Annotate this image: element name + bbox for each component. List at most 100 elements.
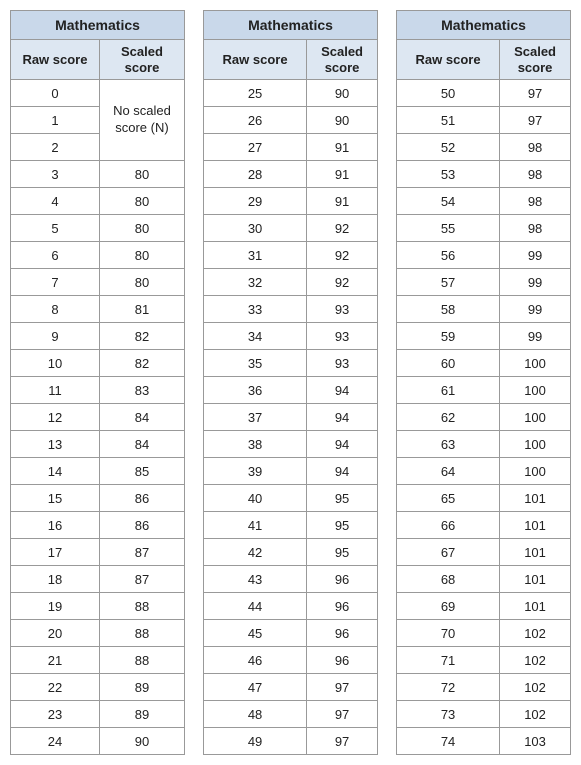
- table-row: 881: [11, 296, 185, 323]
- scaled-score-cell: 101: [500, 593, 571, 620]
- raw-score-cell: 66: [397, 512, 500, 539]
- table-row: 2690: [204, 107, 378, 134]
- scaled-score-cell: 94: [307, 431, 378, 458]
- scaled-score-cell: 94: [307, 404, 378, 431]
- table-row: 580: [11, 215, 185, 242]
- table-row: 2490: [11, 728, 185, 755]
- table-row: 3393: [204, 296, 378, 323]
- scaled-score-cell: 81: [99, 296, 184, 323]
- raw-score-cell: 62: [397, 404, 500, 431]
- raw-score-cell: 49: [204, 728, 307, 755]
- table-row: 5498: [397, 188, 571, 215]
- table-row: 1686: [11, 512, 185, 539]
- raw-score-cell: 31: [204, 242, 307, 269]
- table-row: 4897: [204, 701, 378, 728]
- raw-score-cell: 61: [397, 377, 500, 404]
- raw-score-cell: 69: [397, 593, 500, 620]
- scaled-score-cell: 85: [99, 458, 184, 485]
- scaled-score-cell: 80: [99, 242, 184, 269]
- raw-score-cell: 9: [11, 323, 100, 350]
- scaled-score-cell: 99: [500, 242, 571, 269]
- raw-score-cell: 14: [11, 458, 100, 485]
- raw-score-cell: 68: [397, 566, 500, 593]
- scaled-score-cell: 92: [307, 215, 378, 242]
- table-row: 4095: [204, 485, 378, 512]
- raw-score-cell: 47: [204, 674, 307, 701]
- col-header-scaled-line2: score: [518, 60, 553, 75]
- raw-score-cell: 2: [11, 134, 100, 161]
- raw-score-cell: 11: [11, 377, 100, 404]
- scaled-score-cell: 99: [500, 323, 571, 350]
- table-row: 3894: [204, 431, 378, 458]
- raw-score-cell: 57: [397, 269, 500, 296]
- raw-score-cell: 1: [11, 107, 100, 134]
- raw-score-cell: 10: [11, 350, 100, 377]
- table-row: 4195: [204, 512, 378, 539]
- raw-score-cell: 35: [204, 350, 307, 377]
- scaled-score-cell: 92: [307, 269, 378, 296]
- table-row: 5598: [397, 215, 571, 242]
- col-header-scaled: Scaledscore: [307, 40, 378, 80]
- raw-score-cell: 41: [204, 512, 307, 539]
- raw-score-cell: 21: [11, 647, 100, 674]
- raw-score-cell: 59: [397, 323, 500, 350]
- table-row: 60100: [397, 350, 571, 377]
- table-row: 480: [11, 188, 185, 215]
- table-row: 1485: [11, 458, 185, 485]
- raw-score-cell: 63: [397, 431, 500, 458]
- raw-score-cell: 73: [397, 701, 500, 728]
- table-row: 3192: [204, 242, 378, 269]
- table-row: 3593: [204, 350, 378, 377]
- raw-score-cell: 7: [11, 269, 100, 296]
- scaled-score-cell: 89: [99, 674, 184, 701]
- table-row: 5899: [397, 296, 571, 323]
- table-row: 4295: [204, 539, 378, 566]
- col-header-scaled-line1: Scaled: [514, 44, 556, 59]
- table-row: 3694: [204, 377, 378, 404]
- raw-score-cell: 40: [204, 485, 307, 512]
- scaled-score-cell: 97: [500, 80, 571, 107]
- scaled-score-cell: 94: [307, 377, 378, 404]
- scaled-score-cell: 97: [307, 674, 378, 701]
- scaled-score-cell: 84: [99, 431, 184, 458]
- table-row: 71102: [397, 647, 571, 674]
- raw-score-cell: 34: [204, 323, 307, 350]
- col-header-scaled-line2: score: [125, 60, 160, 75]
- raw-score-cell: 15: [11, 485, 100, 512]
- table-row: 2991: [204, 188, 378, 215]
- raw-score-cell: 44: [204, 593, 307, 620]
- table-row: 3794: [204, 404, 378, 431]
- scaled-score-cell: 88: [99, 647, 184, 674]
- scaled-score-cell: 101: [500, 566, 571, 593]
- scaled-score-cell: 91: [307, 161, 378, 188]
- scaled-score-cell: 103: [500, 728, 571, 755]
- table-row: 2289: [11, 674, 185, 701]
- scaled-score-cell: 99: [500, 296, 571, 323]
- table-row: 5999: [397, 323, 571, 350]
- table-row: 4496: [204, 593, 378, 620]
- scaled-score-cell: 95: [307, 539, 378, 566]
- raw-score-cell: 43: [204, 566, 307, 593]
- table-row: 70102: [397, 620, 571, 647]
- table-row: 2891: [204, 161, 378, 188]
- scaled-score-cell: 90: [307, 107, 378, 134]
- raw-score-cell: 72: [397, 674, 500, 701]
- col-header-scaled-line1: Scaled: [321, 44, 363, 59]
- raw-score-cell: 46: [204, 647, 307, 674]
- scaled-score-cell: 95: [307, 512, 378, 539]
- raw-score-cell: 53: [397, 161, 500, 188]
- scaled-score-cell: 89: [99, 701, 184, 728]
- scaled-score-cell: 98: [500, 134, 571, 161]
- table-row: 2088: [11, 620, 185, 647]
- scaled-score-cell: 97: [307, 728, 378, 755]
- scaled-score-cell: 86: [99, 512, 184, 539]
- table-row: 2188: [11, 647, 185, 674]
- table-title: Mathematics: [11, 11, 185, 40]
- scaled-score-cell: 83: [99, 377, 184, 404]
- col-header-raw: Raw score: [204, 40, 307, 80]
- raw-score-cell: 48: [204, 701, 307, 728]
- table-title: Mathematics: [397, 11, 571, 40]
- col-header-raw: Raw score: [11, 40, 100, 80]
- table-row: 74103: [397, 728, 571, 755]
- scaled-score-cell: 91: [307, 188, 378, 215]
